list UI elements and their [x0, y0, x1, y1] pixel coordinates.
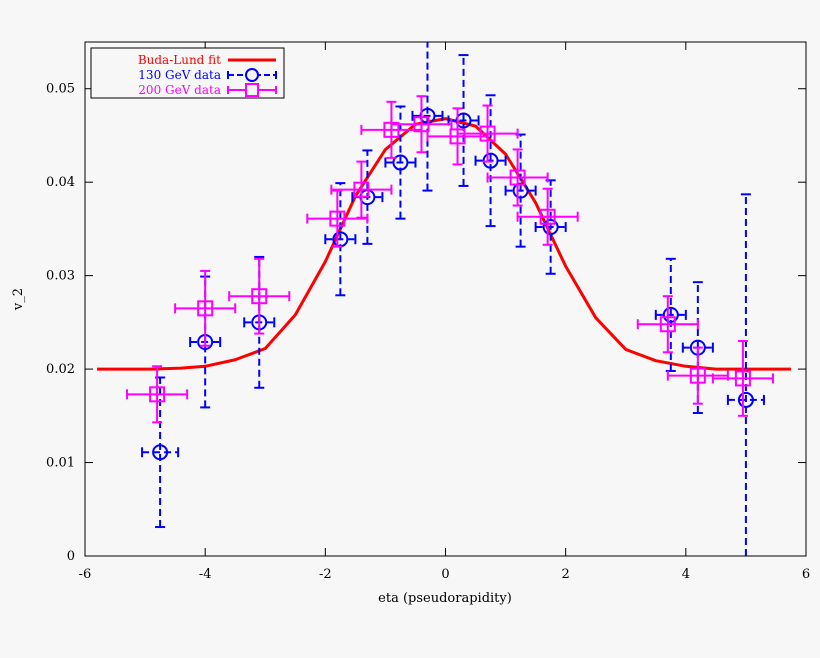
data-point-200gev [711, 340, 774, 417]
square-marker [659, 316, 676, 333]
y-tick-label: 0 [67, 549, 75, 564]
square-marker [329, 210, 346, 227]
data-point-130gev [534, 179, 567, 275]
x-tick-label: -6 [79, 567, 92, 582]
circle-marker [737, 391, 754, 408]
data-point-200gev [516, 187, 579, 246]
square-marker [353, 181, 370, 198]
legend-label: 130 GeV data [138, 68, 221, 82]
data-point-200gev [228, 257, 291, 335]
axes: -6 -4 -2 0 2 4 6 0 0.01 0.02 0.03 0.04 0.05 [46, 42, 810, 582]
y-tick-label: 0.05 [46, 82, 75, 97]
circle-marker [392, 154, 409, 171]
x-tick-label: 0 [441, 567, 449, 582]
square-marker [509, 169, 526, 186]
square-marker [197, 300, 214, 317]
square-marker [479, 125, 496, 142]
legend-label: 200 GeV data [138, 83, 221, 97]
data-point-200gev [390, 95, 453, 154]
data-point-200gev [126, 365, 189, 424]
data-point-130gev [726, 193, 765, 556]
legend-swatch-circle [245, 68, 259, 82]
data-point-200gev [456, 104, 519, 163]
data-point-130gev [411, 42, 444, 192]
data-point-200gev [636, 295, 699, 354]
x-tick-label: -4 [199, 567, 212, 582]
legend-swatch-square [245, 83, 259, 97]
y-tick-label: 0.04 [46, 175, 75, 190]
data-point-200gev [666, 346, 729, 405]
square-marker [539, 208, 556, 225]
y-tick-label: 0.02 [46, 362, 75, 377]
x-tick-label: -2 [319, 567, 332, 582]
x-tick-label: 2 [562, 567, 570, 582]
data-point-200gev [486, 148, 549, 207]
data-point-130gev [189, 275, 222, 409]
data-point-200gev [174, 269, 237, 347]
circle-marker [662, 306, 679, 323]
x-tick-label: 4 [682, 567, 690, 582]
square-marker [413, 116, 430, 133]
legend-label: Buda-Lund fit [138, 53, 221, 67]
data-point-200gev [330, 160, 393, 219]
square-marker [149, 386, 166, 403]
fit-line [97, 117, 791, 371]
square-marker [689, 367, 706, 384]
y-tick-label: 0.01 [46, 456, 75, 471]
square-marker [734, 370, 751, 387]
square-marker [251, 288, 268, 305]
circle-marker [542, 219, 559, 236]
circle-marker [152, 444, 169, 461]
x-tick-label: 6 [802, 567, 810, 582]
x-axis-label: eta (pseudorapidity) [378, 591, 512, 606]
plot-area [97, 42, 791, 556]
y-axis-label: v_2 [11, 288, 26, 311]
y-tick-label: 0.03 [46, 269, 75, 284]
